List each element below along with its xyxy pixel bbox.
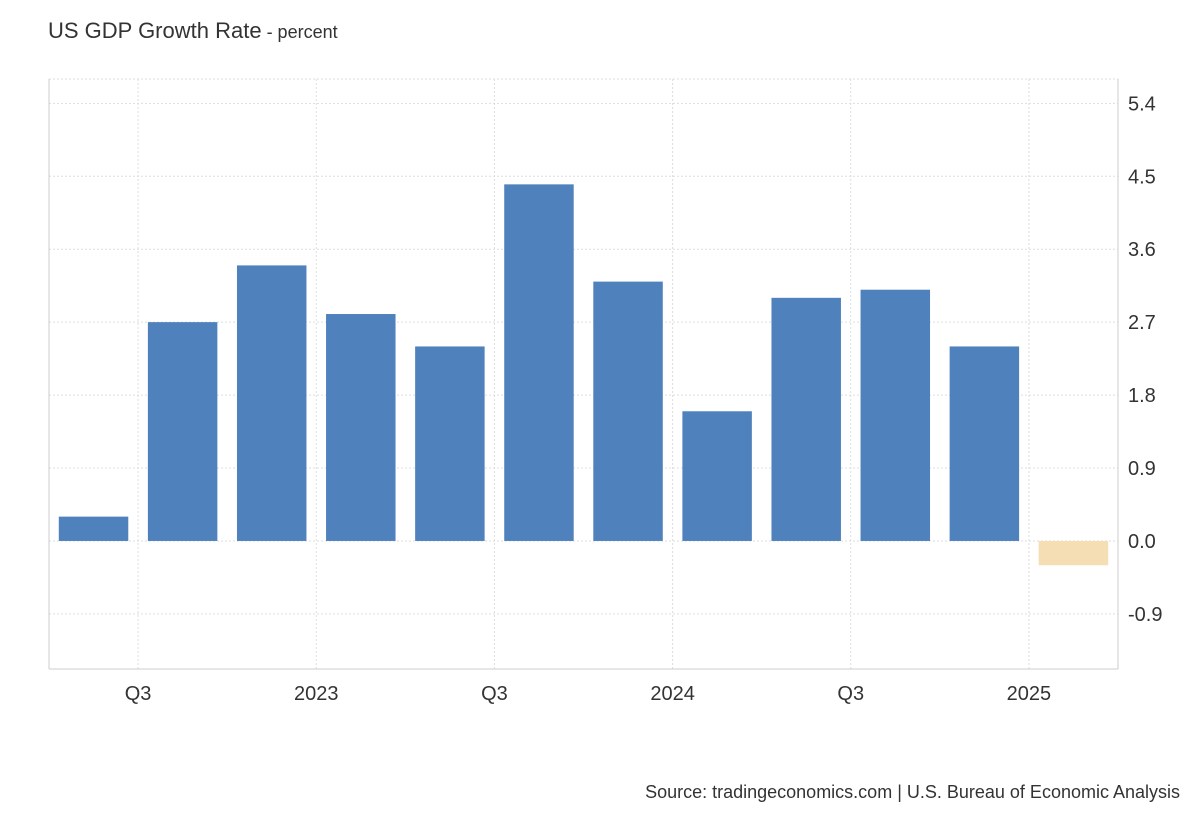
bar (771, 297, 841, 541)
bar (682, 411, 752, 541)
chart-title-group: US GDP Growth Rate - percent (48, 18, 338, 44)
bar (326, 314, 396, 541)
bar (415, 346, 485, 541)
bar (504, 184, 574, 541)
y-tick-label: 0.0 (1128, 531, 1156, 553)
x-tick-label: 2023 (294, 683, 339, 705)
y-tick-label: 1.8 (1128, 385, 1156, 407)
y-tick-label: 0.9 (1128, 458, 1156, 480)
y-tick-label: -0.9 (1128, 604, 1162, 626)
chart-subtitle: - percent (261, 22, 338, 42)
chart-title: US GDP Growth Rate (48, 18, 262, 43)
x-tick-label: 2024 (650, 683, 695, 705)
bar (949, 346, 1020, 541)
bar-chart: -0.9 0.0 0.9 1.8 2.7 3.6 4.5 5.4 Q3 2023 Q3 2024 Q3 2… (48, 78, 1162, 705)
bar (58, 516, 129, 541)
forecast-bar (1038, 540, 1109, 566)
y-tick-label: 2.7 (1128, 312, 1156, 334)
x-tick-label: Q3 (481, 683, 508, 705)
y-tick-label: 5.4 (1128, 93, 1156, 115)
x-tick-label: Q3 (837, 683, 864, 705)
y-tick-label: 3.6 (1128, 239, 1156, 261)
x-tick-label: Q3 (125, 683, 152, 705)
bar (236, 265, 307, 541)
x-tick-label: 2025 (1007, 683, 1052, 705)
source-note: Source: tradingeconomics.com | U.S. Bure… (645, 782, 1180, 802)
y-tick-label: 4.5 (1128, 166, 1156, 188)
bar (860, 289, 931, 541)
bar (593, 281, 663, 541)
bar (147, 322, 218, 541)
